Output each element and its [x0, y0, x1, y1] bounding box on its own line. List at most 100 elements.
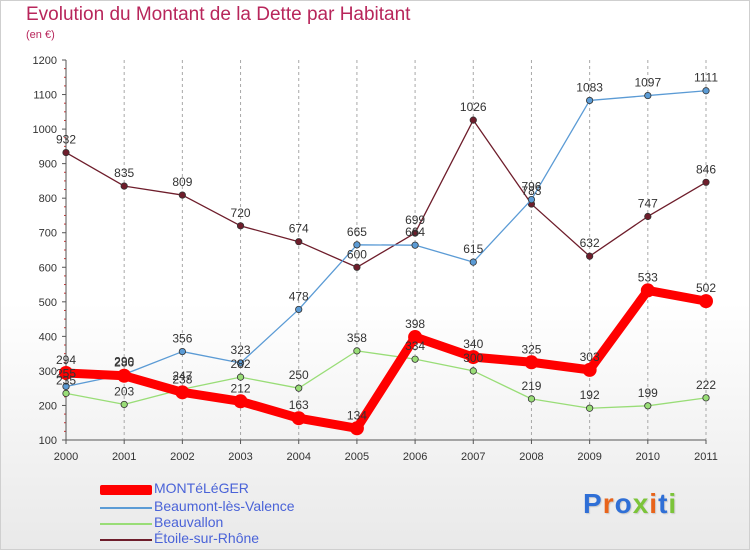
data-label: 502 — [696, 281, 716, 295]
data-point — [586, 404, 594, 412]
data-point — [527, 395, 536, 403]
data-label: 747 — [638, 196, 658, 210]
legend-label: MONTéLéGER — [154, 480, 249, 496]
data-label: 250 — [289, 368, 309, 382]
data-point — [408, 330, 423, 345]
legend-label: Beauvallon — [154, 514, 224, 530]
data-point — [349, 421, 364, 436]
data-point — [582, 362, 597, 377]
data-label: 247 — [172, 369, 192, 383]
x-tick-label: 2005 — [345, 451, 369, 463]
chart-axes: 2000 2001 2002 2003 2004 2005 2006 2007 2008 2009… — [33, 55, 718, 463]
chart-series — [59, 87, 713, 436]
x-tick-label: 2011 — [694, 451, 718, 463]
data-point — [59, 365, 73, 380]
y-tick-label: 300 — [39, 366, 57, 378]
data-label: 720 — [231, 206, 251, 220]
data-point — [353, 241, 361, 249]
data-label: 303 — [580, 350, 600, 364]
data-label: 340 — [463, 337, 483, 351]
chart-data-labels: 932 835 809 720 674 600 699 1026 783 632 747 846 255… — [56, 71, 718, 423]
legend-swatch — [100, 538, 152, 541]
chart-title: Evolution du Montant de la Dette par Hab… — [26, 4, 411, 25]
x-tick-label: 2000 — [54, 451, 78, 463]
data-point — [640, 283, 655, 298]
data-label: 846 — [696, 162, 716, 176]
data-point — [236, 359, 245, 367]
data-point — [120, 182, 128, 190]
data-label: 478 — [289, 289, 309, 303]
data-point — [295, 305, 303, 314]
data-point — [466, 350, 481, 365]
logo-letter: o — [614, 488, 633, 519]
data-label: 533 — [638, 270, 658, 284]
data-point — [291, 411, 306, 426]
data-label: 192 — [580, 388, 600, 402]
data-point — [586, 252, 594, 260]
series-line — [65, 119, 707, 268]
data-label: 632 — [580, 236, 600, 250]
data-point — [469, 116, 477, 124]
x-tick-label: 2009 — [577, 451, 601, 463]
y-tick-label: 1200 — [33, 55, 57, 67]
data-label: 665 — [347, 225, 367, 239]
data-point — [644, 402, 652, 410]
data-label: 300 — [463, 351, 483, 365]
data-label: 1097 — [634, 76, 661, 90]
x-tick-label: 2008 — [519, 451, 543, 463]
logo-letter: t — [658, 488, 669, 519]
data-label: 290 — [114, 354, 134, 368]
logo-letter: i — [649, 488, 659, 519]
data-label: 1026 — [460, 100, 487, 114]
data-label: 356 — [172, 332, 192, 346]
data-label: 203 — [114, 384, 134, 398]
x-tick-label: 2010 — [636, 451, 660, 463]
data-point — [175, 385, 190, 400]
data-label: 674 — [289, 222, 309, 236]
x-tick-label: 2002 — [170, 451, 194, 463]
y-tick-label: 800 — [39, 193, 57, 205]
data-label: 835 — [114, 166, 134, 180]
data-label: 1111 — [694, 71, 718, 85]
data-point — [233, 394, 248, 409]
legend-swatch — [100, 522, 152, 525]
chart-subtitle: (en €) — [26, 29, 55, 41]
series-line — [65, 90, 707, 388]
data-point — [62, 148, 70, 157]
x-tick-label: 2006 — [403, 451, 427, 463]
data-point — [353, 347, 361, 355]
data-point — [644, 212, 652, 221]
data-point — [644, 91, 652, 100]
proxiti-logo: Proxiti — [583, 488, 677, 520]
data-label: 294 — [56, 353, 76, 367]
data-point — [353, 263, 361, 271]
data-point — [120, 400, 128, 409]
data-label: 235 — [56, 373, 76, 387]
logo-letter: r — [602, 488, 615, 519]
data-label: 809 — [172, 175, 192, 189]
data-label: 600 — [347, 247, 367, 261]
data-point — [236, 222, 245, 230]
x-tick-label: 2007 — [461, 451, 485, 463]
data-point — [178, 347, 186, 356]
legend-swatch — [100, 506, 152, 509]
y-tick-label: 1000 — [33, 124, 57, 136]
x-tick-label: 2001 — [112, 451, 136, 463]
data-label: 325 — [521, 342, 541, 356]
data-label: 199 — [638, 386, 658, 400]
data-point — [586, 96, 594, 105]
data-label: 238 — [172, 372, 192, 386]
data-point — [178, 191, 186, 199]
y-tick-label: 900 — [39, 159, 57, 171]
data-point — [411, 229, 419, 237]
legend-label: Étoile-sur-Rhône — [154, 530, 260, 546]
data-label: 699 — [405, 213, 425, 227]
data-point — [524, 355, 539, 370]
data-point — [699, 294, 713, 309]
x-tick-label: 2004 — [286, 451, 310, 463]
data-label: 358 — [347, 331, 367, 345]
data-label: 398 — [405, 317, 425, 331]
x-tick-label: 2003 — [228, 451, 252, 463]
data-label: 783 — [521, 184, 541, 198]
